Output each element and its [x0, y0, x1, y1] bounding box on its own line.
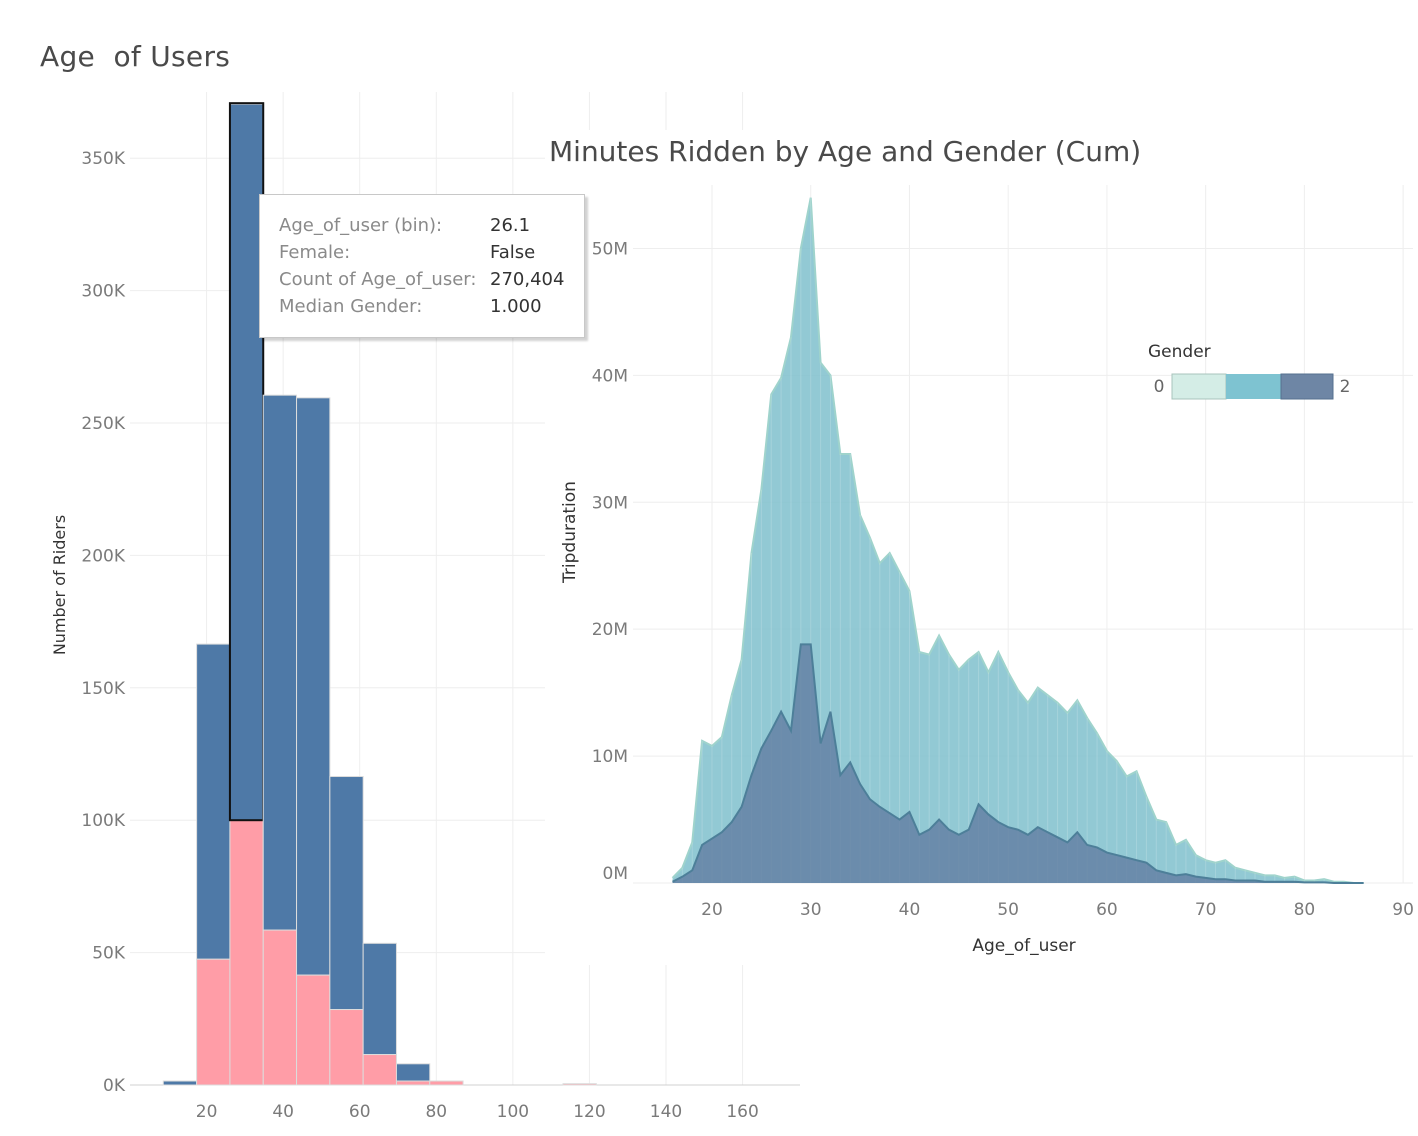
- bar-male: [196, 643, 231, 960]
- bar-female: [362, 1054, 397, 1086]
- area-series-2: [672, 644, 1364, 883]
- x-tick-label: 20: [196, 1102, 218, 1122]
- x-tick-label: 30: [800, 900, 822, 920]
- histogram-y-ticks: 0K 50K 100K 150K 200K 250K 300K 350K: [81, 149, 125, 1096]
- y-tick-label: 30M: [592, 493, 628, 513]
- histogram-x-ticks: 20 40 60 80 100 120 140 160: [196, 1102, 759, 1122]
- tooltip: Age_of_user (bin): 26.1 Female: False Co…: [259, 194, 585, 338]
- x-tick-label: 20: [701, 900, 723, 920]
- tooltip-value: 26.1: [490, 215, 531, 236]
- y-tick-label: 0K: [103, 1076, 126, 1096]
- y-tick-label: 50M: [592, 239, 628, 259]
- legend-min-label: 0: [1154, 377, 1165, 397]
- bar-female: [296, 974, 331, 1086]
- y-tick-label: 40M: [592, 366, 628, 386]
- x-tick-label: 90: [1392, 900, 1414, 920]
- x-tick-label: 80: [425, 1102, 447, 1122]
- bar-female: [562, 1083, 597, 1086]
- tooltip-key: Female:: [279, 242, 351, 263]
- y-tick-label: 250K: [81, 414, 125, 434]
- x-tick-label: 100: [497, 1102, 529, 1122]
- x-tick-label: 60: [1096, 900, 1118, 920]
- tooltip-row: Female: False: [279, 239, 584, 266]
- legend-swatch-high: [1280, 373, 1334, 400]
- bar-male: [262, 394, 298, 931]
- bar-male: [296, 397, 331, 976]
- histogram-bars[interactable]: [162, 102, 597, 1086]
- y-tick-label: 200K: [81, 546, 125, 566]
- tooltip-value: 1.000: [490, 296, 542, 317]
- gender-legend[interactable]: Gender 0 2: [1148, 342, 1351, 400]
- overlay-x-ticks: 20 30 40 50 60 70 80 90: [701, 900, 1414, 920]
- y-tick-label: 0M: [603, 864, 628, 884]
- bar-female: [395, 1080, 431, 1086]
- legend-title: Gender: [1148, 342, 1211, 362]
- overlay-y-axis-title: Tripduration: [560, 481, 580, 584]
- x-tick-label: 50: [997, 900, 1019, 920]
- x-tick-label: 60: [349, 1102, 371, 1122]
- y-tick-label: 10M: [592, 747, 628, 767]
- x-tick-label: 40: [272, 1102, 294, 1122]
- bar-male: [162, 1080, 198, 1086]
- y-tick-label: 350K: [81, 149, 125, 169]
- tooltip-row: Age_of_user (bin): 26.1: [279, 212, 584, 239]
- tooltip-value: 270,404: [490, 269, 565, 290]
- overlay-areas[interactable]: [671, 197, 1364, 884]
- overlay-y-ticks: 0M 10M 20M 30M 40M 50M: [592, 239, 628, 884]
- histogram-y-axis-title: Number of Riders: [50, 515, 69, 655]
- bar-male: [229, 103, 264, 821]
- page-title: Age of Users: [40, 40, 231, 73]
- y-tick-label: 150K: [81, 679, 125, 699]
- x-tick-label: 80: [1294, 900, 1316, 920]
- legend-swatch-low: [1171, 373, 1227, 400]
- area-series-0: [672, 197, 1364, 883]
- overlay-chart: Minutes Ridden by Age and Gender (Cum) 0…: [545, 130, 1418, 965]
- bar-male: [329, 776, 364, 1011]
- tooltip-value: False: [490, 242, 536, 263]
- legend-max-label: 2: [1340, 377, 1351, 397]
- tooltip-row: Count of Age_of_user: 270,404: [279, 266, 584, 293]
- x-tick-label: 120: [573, 1102, 605, 1122]
- bar-female: [196, 958, 231, 1086]
- tooltip-row: Median Gender: 1.000: [279, 293, 584, 320]
- bar-female: [329, 1009, 364, 1086]
- legend-swatch-mid: [1226, 374, 1281, 399]
- overlay-x-axis-title: Age_of_user: [972, 936, 1075, 956]
- bar-female: [262, 929, 298, 1086]
- y-tick-label: 20M: [592, 620, 628, 640]
- overlay-chart-title: Minutes Ridden by Age and Gender (Cum): [549, 135, 1141, 168]
- bar-female: [429, 1080, 464, 1086]
- line-series-2: [672, 643, 1364, 884]
- y-tick-label: 100K: [81, 811, 125, 831]
- bar-female: [229, 819, 264, 1086]
- x-tick-label: 140: [650, 1102, 682, 1122]
- line-series-0: [671, 197, 1364, 884]
- tooltip-key: Age_of_user (bin):: [279, 215, 443, 236]
- tooltip-key: Count of Age_of_user:: [279, 269, 477, 290]
- x-tick-label: 70: [1195, 900, 1217, 920]
- bar-male: [395, 1063, 431, 1082]
- x-tick-label: 40: [899, 900, 921, 920]
- y-tick-label: 300K: [81, 282, 125, 302]
- x-tick-label: 160: [726, 1102, 758, 1122]
- tooltip-key: Median Gender:: [279, 296, 423, 317]
- bar-male: [362, 942, 397, 1056]
- y-tick-label: 50K: [92, 944, 126, 964]
